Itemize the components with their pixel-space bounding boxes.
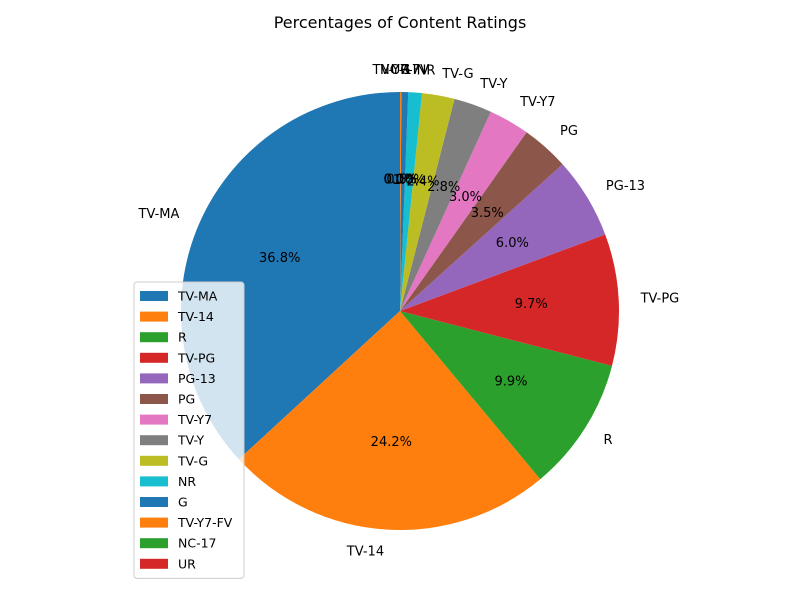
percent-label-pg: 3.5% (471, 206, 504, 221)
legend-label-nr: NR (178, 474, 196, 489)
legend-label-nc-17: NC-17 (178, 536, 217, 551)
legend-label-tv-g: TV-G (177, 453, 208, 468)
legend-swatch-nc-17 (140, 538, 168, 549)
legend-label-ur: UR (178, 556, 196, 571)
percent-labels: 36.8% 24.2% 9.9% 9.7% 6.0% 3.5%3.0%2.8%2.4%1.… (259, 173, 548, 451)
pie-slice-pg (400, 132, 563, 311)
slice-label-g: G (400, 63, 410, 78)
percent-label-ur: 0.0% (383, 173, 416, 188)
slice-label-tv-14: TV-14 (346, 544, 384, 559)
legend-swatch-tv-y (140, 435, 168, 446)
pie-slice-nr (400, 92, 423, 311)
pie-slices (180, 92, 619, 531)
slice-label-pg-13: PG-13 (606, 179, 645, 194)
pie-slice-tv-y7 (400, 111, 527, 312)
legend-swatch-tv-pg (140, 352, 168, 363)
slice-label-tv-ma: TV-MA (138, 207, 180, 222)
legend: TV-MA TV-14 R TV-PG PG-13 PG TV-Y7 TV-Y TV-G NR GT… (133, 281, 245, 579)
legend-swatch-tv-14 (140, 311, 168, 322)
percent-label-tv-ma: 36.8% (259, 251, 300, 266)
pie-slice-pg-13 (400, 164, 606, 311)
pie-slice-tv-g (400, 93, 455, 311)
percent-label-tv-pg: 9.7% (515, 297, 548, 312)
chart-title: Percentages of Content Ratings (274, 13, 527, 32)
legend-label-pg-13: PG-13 (178, 371, 216, 386)
percent-label-tv-g: 2.4% (407, 175, 440, 190)
percent-label-tv-y7: 3.0% (449, 190, 482, 205)
percent-label-nr: 1.0% (393, 173, 426, 188)
legend-label-tv-pg: TV-PG (177, 350, 215, 365)
percent-label-tv-y7-fv: 0.1% (384, 173, 417, 188)
slice-label-ur: UR (391, 63, 410, 78)
legend-label-pg: PG (178, 392, 195, 407)
legend-label-tv-y7: TV-Y7 (177, 412, 212, 427)
slice-label-nr: NR (417, 64, 436, 79)
legend-label-g: G (178, 495, 188, 510)
legend-swatch-tv-y7-fv (140, 517, 168, 528)
legend-label-tv-y: TV-Y (177, 433, 204, 448)
legend-swatch-pg (140, 394, 168, 404)
slice-label-tv-y7: TV-Y7 (519, 95, 555, 110)
legend-swatch-nr (140, 476, 168, 487)
percent-label-r: 9.9% (494, 374, 527, 389)
pie-slice-tv-14 (238, 311, 541, 531)
legend-swatch-g (140, 497, 168, 507)
pie-slice-g (400, 92, 409, 311)
legend-label-tv-y7-fv: TV-Y7-FV (177, 515, 233, 530)
legend-label-r: R (178, 330, 187, 345)
percent-label-pg-13: 6.0% (496, 236, 529, 251)
pie-slice-tv-pg (400, 234, 619, 366)
legend-swatch-r (140, 332, 168, 343)
slice-label-tv-g: TV-G (441, 67, 473, 82)
pie-slice-tv-y (400, 98, 491, 311)
percent-label-g: 0.5% (386, 173, 419, 188)
slice-label-pg: PG (560, 124, 578, 139)
legend-swatch-tv-y7 (140, 414, 168, 425)
pie-slice-tv-y7-fv (400, 92, 402, 311)
slice-labels: TV-MATV-14RTV-PGPG-13PGTV-Y7TV-YTV-GNRGT… (138, 63, 680, 559)
legend-swatch-tv-g (140, 455, 168, 466)
percent-label-tv-14: 24.2% (371, 435, 412, 450)
legend-swatch-tv-ma (140, 291, 168, 301)
legend-frame (133, 281, 245, 579)
pie-slice-r (400, 311, 613, 480)
slice-label-tv-pg: TV-PG (640, 292, 680, 307)
slice-label-r: R (604, 433, 613, 448)
legend-label-tv-14: TV-14 (177, 309, 214, 324)
percent-label-tv-y: 2.8% (427, 180, 460, 195)
legend-swatch-ur (140, 558, 168, 569)
legend-swatch-pg-13 (140, 373, 168, 384)
slice-label-tv-y7-fv: TV-Y7-FV (372, 63, 430, 78)
percent-label-nc-17: 0.0% (383, 173, 416, 188)
slice-label-tv-y: TV-Y (479, 77, 507, 92)
legend-label-tv-ma: TV-MA (177, 289, 218, 304)
slice-label-nc-17: NC-17 (380, 63, 420, 78)
